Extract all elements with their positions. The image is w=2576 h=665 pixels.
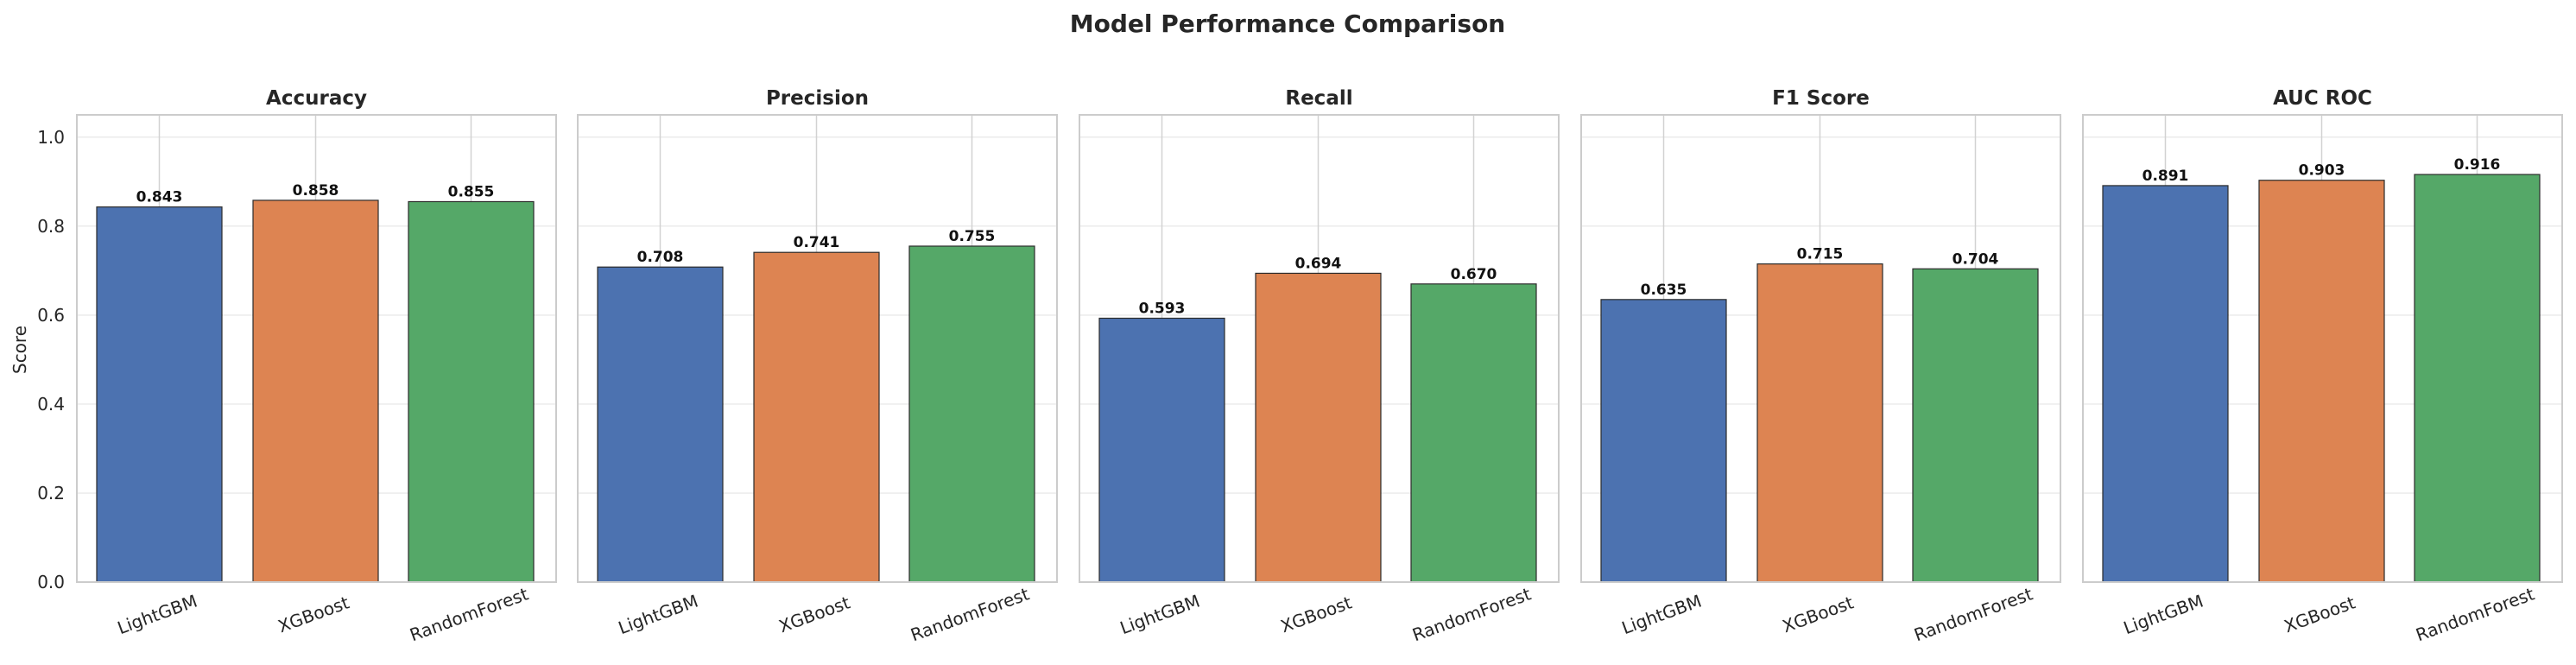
panel-accuracy: Accuracy 0.843 LightGBM 0.858 XGBoost 0.855 Ra…: [76, 87, 557, 645]
x-tick-label: RandomForest: [407, 583, 531, 645]
bar-lightgbm: [96, 206, 223, 583]
value-label: 0.916: [2454, 156, 2501, 174]
x-tick-label: LightGBM: [1619, 591, 1705, 639]
y-tick-label: 0.8: [37, 216, 65, 237]
panel-recall: Recall 0.593 LightGBM 0.694 XGBoost 0.670 Rand…: [1079, 87, 1560, 645]
bar-lightgbm: [2102, 185, 2229, 583]
value-label: 0.708: [637, 249, 684, 266]
value-label: 0.704: [1953, 250, 1999, 268]
x-tick-label: LightGBM: [1117, 591, 1203, 639]
panel-title: AUC ROC: [2273, 87, 2372, 110]
y-tick-label: 1.0: [37, 127, 65, 148]
value-label: 0.741: [794, 234, 840, 251]
panel-title: Accuracy: [266, 87, 367, 110]
y-tick-label: 0.6: [37, 305, 65, 326]
bar-randomforest: [2414, 174, 2541, 583]
panel-frame: [2082, 114, 2563, 583]
bar-xgboost: [252, 200, 379, 583]
y-tick-label: 0.4: [37, 394, 65, 415]
value-label: 0.843: [136, 189, 183, 206]
panel-frame: [76, 114, 557, 583]
value-label: 0.593: [1139, 300, 1186, 317]
chart-title: Model Performance Comparison: [1070, 10, 1506, 38]
x-tick-label: XGBoost: [2282, 592, 2358, 636]
bar-xgboost: [1756, 263, 1883, 583]
value-label: 0.891: [2142, 168, 2189, 185]
panel-frame: [1079, 114, 1560, 583]
bar-randomforest: [408, 200, 535, 583]
bar-xgboost: [753, 251, 880, 583]
panel-auc-roc: AUC ROC 0.891 LightGBM 0.903 XGBoost 0.916 Ran…: [2082, 87, 2563, 645]
x-tick-label: RandomForest: [1911, 583, 2035, 645]
y-tick-label: 0.0: [37, 572, 65, 592]
value-label: 0.694: [1295, 255, 1342, 272]
bar-randomforest: [1410, 283, 1537, 583]
value-label: 0.670: [1451, 266, 1497, 283]
x-tick-label: XGBoost: [1780, 592, 1857, 636]
value-label: 0.855: [448, 183, 495, 200]
panel-f1-score: F1 Score 0.635 LightGBM 0.715 XGBoost 0.704 Ra…: [1580, 87, 2061, 645]
x-tick-label: LightGBM: [2121, 591, 2206, 639]
bar-lightgbm: [1098, 317, 1225, 583]
bar-randomforest: [1912, 268, 2039, 583]
value-label: 0.635: [1641, 282, 1687, 299]
x-tick-label: RandomForest: [908, 583, 1032, 645]
panel-frame: [577, 114, 1058, 583]
bar-randomforest: [908, 245, 1035, 583]
x-tick-label: XGBoost: [1278, 592, 1355, 636]
bar-lightgbm: [1600, 299, 1727, 583]
value-label: 0.715: [1797, 246, 1844, 263]
x-tick-label: RandomForest: [2413, 583, 2537, 645]
y-tick-label: 0.2: [37, 483, 65, 504]
bar-lightgbm: [597, 266, 724, 583]
panel-precision: Precision 0.708 LightGBM 0.741 XGBoost 0.755 R…: [577, 87, 1058, 645]
bar-xgboost: [2258, 180, 2385, 583]
panel-title: F1 Score: [1772, 87, 1870, 110]
value-label: 0.903: [2299, 162, 2345, 180]
x-tick-label: LightGBM: [115, 591, 200, 639]
x-tick-label: LightGBM: [616, 591, 701, 639]
panel-frame: [1580, 114, 2061, 583]
value-label: 0.755: [949, 228, 996, 245]
x-tick-label: XGBoost: [275, 592, 352, 636]
bar-xgboost: [1255, 272, 1382, 583]
x-tick-label: XGBoost: [776, 592, 853, 636]
panel-title: Recall: [1285, 87, 1352, 110]
x-tick-label: RandomForest: [1409, 583, 1534, 645]
panel-title: Precision: [766, 87, 869, 110]
y-axis-label: Score: [9, 326, 30, 374]
panels: 0.0 0.2 0.4 0.6 0.8 1.0 Accuracy 0.843 LightGBM 0…: [37, 87, 2563, 645]
value-label: 0.858: [293, 182, 339, 200]
